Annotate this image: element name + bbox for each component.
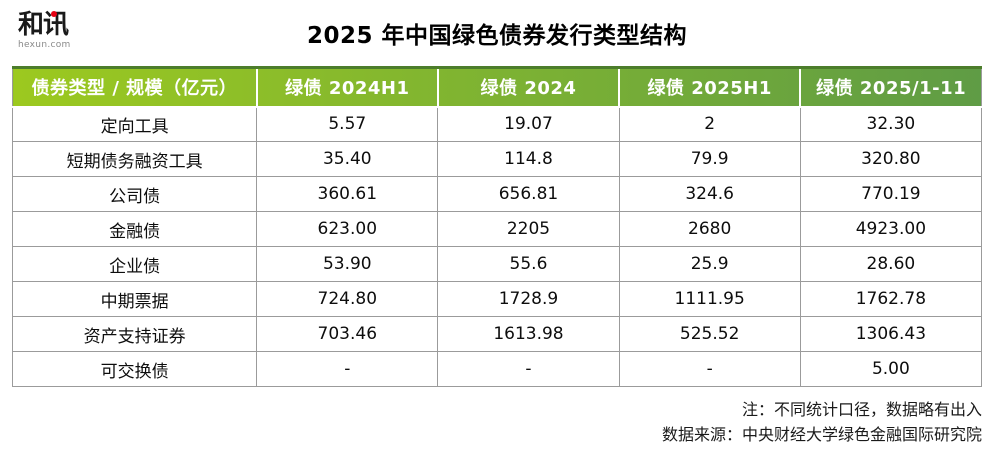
table-row: 中期票据 724.80 1728.9 1111.95 1762.78 bbox=[11, 281, 983, 317]
value-cell-2024: 2205 bbox=[437, 211, 620, 247]
hexun-logo-characters: 和讯 bbox=[18, 10, 69, 40]
table-header-row: 债券类型 / 规模（亿元） 绿债 2024H1 绿债 2024 绿债 2025H… bbox=[12, 67, 982, 108]
hexun-logo-red-dot-icon bbox=[51, 11, 57, 17]
value-cell-2025-1-11: 770.19 bbox=[799, 176, 983, 212]
value-cell-2024: 1728.9 bbox=[437, 281, 620, 317]
row-label-cell: 定向工具 bbox=[11, 106, 258, 142]
value-cell-2024: - bbox=[437, 351, 620, 387]
green-bond-table: 债券类型 / 规模（亿元） 绿债 2024H1 绿债 2024 绿债 2025H… bbox=[11, 66, 983, 387]
footer-note: 注：不同统计口径，数据略有出入 bbox=[741, 400, 982, 419]
value-cell-2025-1-11: 1762.78 bbox=[799, 281, 983, 317]
hexun-logo-domain: hexun.com bbox=[18, 40, 71, 50]
table-row: 公司债 360.61 656.81 324.6 770.19 bbox=[11, 176, 983, 212]
value-cell-2025-1-11: 28.60 bbox=[799, 246, 983, 282]
page-title: 2025 年中国绿色债券发行类型结构 bbox=[306, 23, 688, 49]
value-cell-2024h1: 724.80 bbox=[256, 281, 439, 317]
value-cell-2024h1: 703.46 bbox=[256, 316, 439, 352]
value-cell-2025h1: 2680 bbox=[618, 211, 801, 247]
row-label-cell: 企业债 bbox=[11, 246, 258, 282]
value-cell-2024: 55.6 bbox=[437, 246, 620, 282]
value-cell-2024: 656.81 bbox=[437, 176, 620, 212]
table-row: 金融债 623.00 2205 2680 4923.00 bbox=[11, 211, 983, 247]
value-cell-2025h1: - bbox=[618, 351, 801, 387]
value-cell-2025-1-11: 32.30 bbox=[799, 106, 983, 142]
value-cell-2024h1: - bbox=[256, 351, 439, 387]
row-label-cell: 短期债务融资工具 bbox=[11, 141, 258, 177]
column-header-2024: 绿债 2024 bbox=[436, 67, 620, 108]
hexun-logo-text: 和讯 bbox=[18, 10, 98, 40]
value-cell-2024h1: 53.90 bbox=[256, 246, 439, 282]
value-cell-2024h1: 5.57 bbox=[256, 106, 439, 142]
table-row: 可交换债 - - - 5.00 bbox=[11, 351, 983, 387]
row-label-cell: 资产支持证券 bbox=[11, 316, 258, 352]
value-cell-2025h1: 2 bbox=[618, 106, 801, 142]
value-cell-2024: 114.8 bbox=[437, 141, 620, 177]
table-row: 定向工具 5.57 19.07 2 32.30 bbox=[11, 106, 983, 142]
value-cell-2025-1-11: 4923.00 bbox=[799, 211, 983, 247]
table-body: 定向工具 5.57 19.07 2 32.30 短期债务融资工具 35.40 1… bbox=[11, 106, 983, 387]
row-label-cell: 可交换债 bbox=[11, 351, 258, 387]
footer-data-source: 数据来源：中央财经大学绿色金融国际研究院 bbox=[661, 424, 982, 444]
column-header-2024h1: 绿债 2024H1 bbox=[255, 67, 438, 108]
table-row: 资产支持证券 703.46 1613.98 525.52 1306.43 bbox=[11, 316, 983, 352]
footer-notes: 注：不同统计口径，数据略有出入 数据来源：中央财经大学绿色金融国际研究院 bbox=[12, 398, 982, 448]
value-cell-2025-1-11: 1306.43 bbox=[799, 316, 983, 352]
value-cell-2025-1-11: 320.80 bbox=[799, 141, 983, 177]
column-header-2025h1: 绿债 2025H1 bbox=[618, 67, 801, 108]
value-cell-2025h1: 79.9 bbox=[618, 141, 801, 177]
column-header-bond-type: 债券类型 / 规模（亿元） bbox=[12, 67, 257, 108]
value-cell-2024h1: 360.61 bbox=[256, 176, 439, 212]
table-row: 企业债 53.90 55.6 25.9 28.60 bbox=[11, 246, 983, 282]
row-label-cell: 中期票据 bbox=[11, 281, 258, 317]
value-cell-2025h1: 25.9 bbox=[618, 246, 801, 282]
row-label-cell: 金融债 bbox=[11, 211, 258, 247]
value-cell-2024h1: 35.40 bbox=[256, 141, 439, 177]
value-cell-2025-1-11: 5.00 bbox=[799, 351, 983, 387]
value-cell-2025h1: 525.52 bbox=[618, 316, 801, 352]
value-cell-2024: 19.07 bbox=[437, 106, 620, 142]
table-header: 债券类型 / 规模（亿元） 绿债 2024H1 绿债 2024 绿债 2025H… bbox=[12, 67, 982, 108]
table-row: 短期债务融资工具 35.40 114.8 79.9 320.80 bbox=[11, 141, 983, 177]
row-label-cell: 公司债 bbox=[11, 176, 258, 212]
value-cell-2025h1: 324.6 bbox=[618, 176, 801, 212]
value-cell-2024: 1613.98 bbox=[437, 316, 620, 352]
value-cell-2024h1: 623.00 bbox=[256, 211, 439, 247]
value-cell-2025h1: 1111.95 bbox=[618, 281, 801, 317]
column-header-2025-1-11: 绿债 2025/1-11 bbox=[799, 67, 982, 108]
hexun-logo: 和讯 hexun.com bbox=[18, 10, 98, 50]
